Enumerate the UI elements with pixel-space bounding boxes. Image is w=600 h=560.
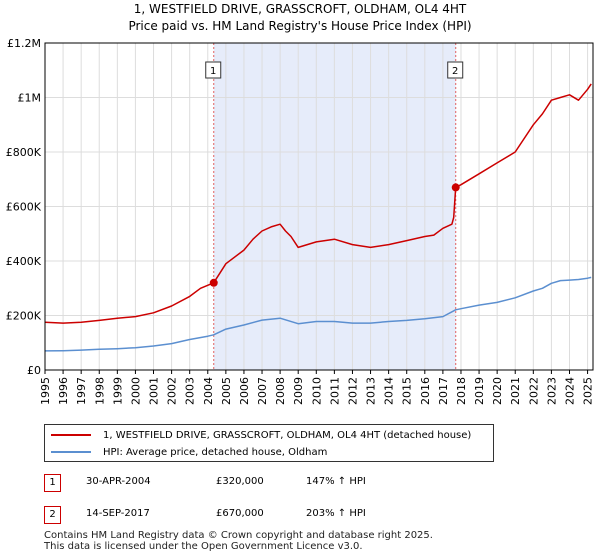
x-tick-label: 2024 bbox=[563, 377, 576, 405]
x-tick-label: 2017 bbox=[437, 377, 450, 405]
legend-item-property: 1, WESTFIELD DRIVE, GRASSCROFT, OLDHAM, … bbox=[51, 427, 471, 443]
y-tick-label: £1M bbox=[18, 92, 42, 105]
x-tick-label: 2014 bbox=[383, 377, 396, 405]
legend-item-hpi: HPI: Average price, detached house, Oldh… bbox=[51, 444, 327, 460]
x-tick-label: 2001 bbox=[148, 377, 161, 405]
y-tick-label: £800K bbox=[6, 146, 42, 159]
x-tick-label: 2016 bbox=[419, 377, 432, 405]
sale-point bbox=[451, 183, 460, 192]
chart-subtitle: Price paid vs. HM Land Registry's House … bbox=[128, 19, 472, 33]
x-tick-label: 2006 bbox=[238, 377, 251, 405]
transaction-price: £670,000 bbox=[216, 508, 264, 519]
y-tick-label: £400K bbox=[6, 255, 42, 268]
footer-licence: This data is licensed under the Open Gov… bbox=[44, 541, 363, 552]
footer-copyright: Contains HM Land Registry data © Crown c… bbox=[44, 530, 433, 541]
property-price-line bbox=[44, 83, 592, 324]
x-tick-label: 2007 bbox=[256, 377, 269, 405]
x-tick-label: 2018 bbox=[455, 377, 468, 405]
legend-swatch-hpi bbox=[51, 451, 91, 453]
sale-label-box bbox=[447, 61, 464, 79]
x-tick-label: 2002 bbox=[166, 377, 179, 405]
legend-label-property: 1, WESTFIELD DRIVE, GRASSCROFT, OLDHAM, … bbox=[103, 429, 472, 441]
y-tick-label: £600K bbox=[6, 201, 42, 214]
x-tick-label: 1996 bbox=[57, 377, 70, 405]
legend-label-hpi: HPI: Average price, detached house, Oldh… bbox=[103, 446, 328, 458]
x-tick-label: 2013 bbox=[365, 377, 378, 405]
x-tick-label: 1997 bbox=[75, 377, 88, 405]
x-tick-label: 2000 bbox=[129, 377, 142, 405]
sale-point bbox=[209, 278, 218, 287]
transaction-marker: 1 bbox=[44, 474, 61, 492]
y-tick-label: £0 bbox=[27, 364, 41, 377]
x-tick-label: 1999 bbox=[111, 377, 124, 405]
y-tick-label: £1.2M bbox=[7, 37, 41, 50]
x-tick-label: 2020 bbox=[491, 377, 504, 405]
x-tick-label: 2021 bbox=[509, 377, 522, 405]
x-tick-label: 2004 bbox=[202, 377, 215, 405]
transaction-price: £320,000 bbox=[216, 476, 264, 487]
transaction-marker: 2 bbox=[44, 506, 61, 524]
x-tick-label: 2011 bbox=[328, 377, 341, 405]
x-tick-label: 2003 bbox=[184, 377, 197, 405]
sale-label: 1 bbox=[210, 66, 216, 77]
x-tick-label: 2010 bbox=[310, 377, 323, 405]
transaction-date: 30-APR-2004 bbox=[86, 476, 151, 487]
y-tick-label: £200K bbox=[6, 310, 42, 323]
transaction-hpi-change: 147% ↑ HPI bbox=[306, 476, 366, 487]
sale-label: 2 bbox=[452, 66, 458, 77]
x-tick-label: 1995 bbox=[39, 377, 52, 405]
x-tick-label: 2019 bbox=[473, 377, 486, 405]
transaction-date: 14-SEP-2017 bbox=[86, 508, 150, 519]
chart-title: 1, WESTFIELD DRIVE, GRASSCROFT, OLDHAM, … bbox=[133, 2, 467, 16]
legend-swatch-property bbox=[51, 434, 91, 436]
footer: Contains HM Land Registry data © Crown c… bbox=[44, 530, 433, 552]
x-tick-label: 2005 bbox=[220, 377, 233, 405]
x-tick-label: 2015 bbox=[401, 377, 414, 405]
sale-label-box bbox=[205, 61, 222, 79]
x-tick-label: 2009 bbox=[292, 377, 305, 405]
plot-frame bbox=[44, 42, 594, 371]
x-tick-label: 2025 bbox=[582, 377, 595, 405]
x-tick-label: 2023 bbox=[545, 377, 558, 405]
x-tick-label: 1998 bbox=[93, 377, 106, 405]
x-tick-label: 2008 bbox=[274, 377, 287, 405]
x-tick-label: 2012 bbox=[346, 377, 359, 405]
chart-legend: 1, WESTFIELD DRIVE, GRASSCROFT, OLDHAM, … bbox=[44, 424, 494, 462]
price-chart: £0 £200K £400K £600K £800K £1M £1.2M 1995 1996 19… bbox=[6, 37, 595, 405]
x-tick-label: 2022 bbox=[527, 377, 540, 405]
hpi-line bbox=[44, 276, 592, 352]
transaction-hpi-change: 203% ↑ HPI bbox=[306, 508, 366, 519]
